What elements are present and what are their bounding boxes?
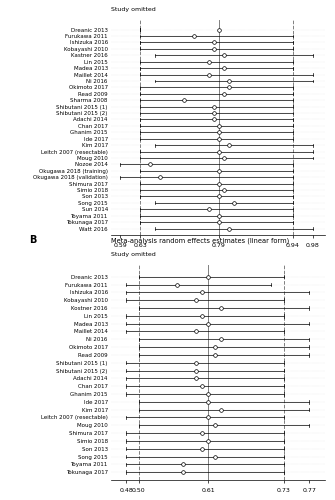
Point: [199, 429, 205, 437]
Point: [206, 58, 212, 66]
Point: [193, 358, 198, 366]
Point: [231, 199, 237, 207]
Point: [216, 134, 222, 142]
Point: [174, 280, 180, 288]
Point: [221, 154, 226, 162]
Point: [216, 212, 222, 220]
Point: [212, 452, 217, 460]
Point: [221, 64, 226, 72]
Point: [193, 366, 198, 374]
Point: [211, 116, 217, 124]
Point: [218, 304, 223, 312]
Point: [211, 102, 217, 110]
Point: [226, 77, 231, 85]
Point: [193, 328, 198, 336]
Point: [199, 444, 205, 452]
Point: [157, 173, 162, 181]
Text: Meta-analysis random effects estimates (linear form): Meta-analysis random effects estimates (…: [111, 237, 289, 244]
Point: [182, 96, 187, 104]
Point: [212, 422, 217, 430]
Point: [216, 192, 222, 200]
Point: [211, 38, 217, 46]
Point: [206, 437, 211, 445]
Point: [221, 90, 226, 98]
Point: [226, 141, 231, 149]
Point: [226, 84, 231, 92]
Point: [180, 460, 186, 468]
Point: [216, 122, 222, 130]
Point: [206, 70, 212, 78]
Text: B: B: [29, 235, 37, 245]
Point: [212, 351, 217, 359]
Point: [211, 109, 217, 117]
Point: [147, 160, 153, 168]
Point: [216, 128, 222, 136]
Point: [199, 312, 205, 320]
Point: [206, 206, 212, 214]
Point: [218, 336, 223, 344]
Point: [216, 148, 222, 156]
Point: [226, 224, 231, 232]
Point: [211, 45, 217, 53]
Point: [221, 52, 226, 60]
Point: [206, 398, 211, 406]
Point: [206, 272, 211, 280]
Point: [216, 167, 222, 175]
Point: [221, 186, 226, 194]
Point: [216, 26, 222, 34]
Point: [206, 414, 211, 422]
Point: [206, 320, 211, 328]
Point: [216, 180, 222, 188]
Point: [216, 218, 222, 226]
Point: [193, 296, 198, 304]
Point: [192, 32, 197, 40]
Point: [193, 374, 198, 382]
Text: Study omitted: Study omitted: [111, 8, 155, 12]
Point: [199, 288, 205, 296]
Point: [206, 390, 211, 398]
Point: [199, 382, 205, 390]
Point: [212, 343, 217, 351]
Point: [218, 406, 223, 413]
Point: [180, 468, 186, 476]
Text: Study omitted: Study omitted: [111, 252, 155, 258]
